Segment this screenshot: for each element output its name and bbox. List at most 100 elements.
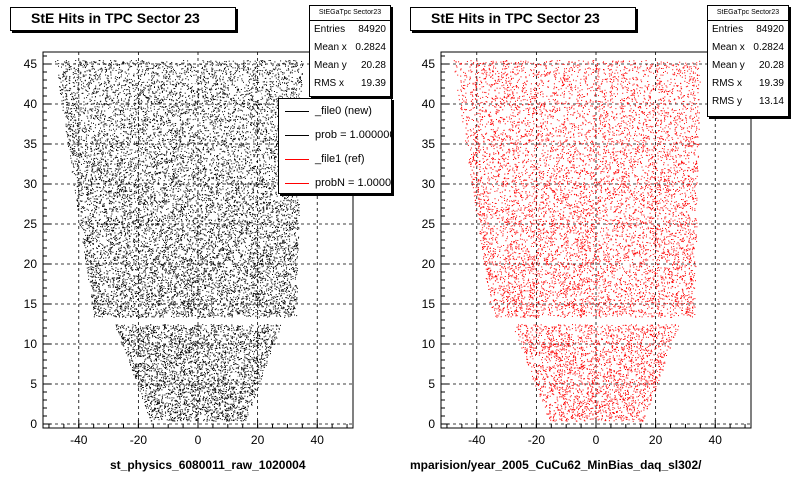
hit-point [212, 314, 214, 316]
hit-point [248, 288, 250, 290]
hit-point [275, 308, 277, 310]
hit-point [144, 331, 146, 333]
hit-point [190, 306, 192, 307]
hit-point [285, 297, 287, 299]
hit-point [158, 407, 160, 409]
hit-point [249, 293, 251, 295]
hit-point [153, 370, 155, 372]
hit-point [235, 382, 237, 384]
hit-point [199, 412, 201, 413]
hit-point [202, 407, 204, 409]
hit-point [161, 377, 162, 379]
hit-point [116, 326, 118, 328]
hit-point [148, 298, 150, 300]
hit-point [147, 293, 149, 295]
hit-point [114, 315, 116, 317]
hit-point [138, 348, 140, 350]
hit-point [233, 355, 235, 357]
hit-point [163, 347, 165, 349]
hit-point [233, 281, 235, 283]
hit-point [237, 345, 239, 347]
hit-point [184, 391, 186, 393]
hit-point [188, 388, 189, 389]
hit-point [265, 345, 266, 347]
hit-point [187, 404, 189, 406]
hit-point [282, 307, 284, 309]
hit-point [141, 347, 143, 349]
hit-point [185, 305, 187, 307]
hit-point [215, 331, 217, 333]
hit-point [169, 356, 171, 358]
hit-point [210, 348, 212, 350]
hit-point [229, 417, 231, 419]
hit-point [239, 342, 241, 344]
hit-point [242, 298, 243, 300]
hit-point [144, 354, 146, 356]
hit-point [178, 292, 180, 293]
hit-point [148, 314, 149, 315]
hit-point [249, 331, 251, 333]
hit-point [229, 305, 231, 307]
hit-point [212, 411, 214, 413]
hit-point [244, 395, 246, 397]
hit-point [187, 306, 189, 308]
hit-point [149, 337, 151, 339]
hit-point [261, 329, 263, 331]
hit-point [232, 311, 234, 312]
hit-point [124, 281, 126, 283]
hit-point [154, 392, 155, 394]
hit-point [184, 301, 186, 303]
hit-point [277, 296, 279, 297]
hit-point [161, 412, 163, 414]
hit-point [177, 414, 179, 416]
hit-point [182, 390, 184, 392]
hit-point [253, 370, 255, 372]
hit-point [257, 365, 259, 367]
hit-point [137, 283, 139, 285]
hit-point [212, 312, 214, 314]
hit-point [215, 299, 217, 301]
hit-point [174, 339, 176, 341]
hit-point [274, 333, 276, 335]
hit-point [271, 290, 273, 292]
hit-point [183, 385, 185, 387]
hit-point [189, 339, 191, 341]
hit-point [201, 344, 203, 346]
hit-point [268, 305, 270, 307]
hit-point [173, 397, 175, 399]
hit-point [150, 300, 152, 302]
hit-point [141, 301, 143, 303]
hit-point [206, 387, 208, 389]
hit-point [234, 396, 236, 398]
hit-point [254, 371, 256, 372]
hit-point [207, 402, 208, 404]
hit-point [181, 369, 183, 371]
hit-point [147, 282, 149, 284]
hit-point [201, 409, 203, 411]
hit-point [201, 387, 203, 389]
hit-point [178, 313, 180, 315]
hit-point [142, 397, 143, 399]
hit-point [165, 307, 167, 309]
hit-point [184, 404, 186, 406]
hit-point [179, 329, 181, 331]
hit-point [236, 284, 238, 286]
hit-point [130, 355, 132, 357]
hit-point [178, 315, 180, 317]
hit-point [267, 283, 269, 285]
hit-point [188, 349, 190, 351]
hit-point [182, 290, 184, 292]
hit-point [171, 378, 173, 380]
hit-point [166, 360, 168, 362]
hit-point [197, 400, 199, 402]
hit-point [253, 382, 255, 384]
hit-point [148, 353, 150, 355]
hit-point [252, 391, 253, 393]
hit-point [238, 359, 240, 361]
hit-point [253, 382, 255, 384]
hit-point [139, 346, 141, 348]
hit-point [200, 408, 201, 410]
hit-point [165, 405, 167, 407]
hit-point [107, 314, 109, 316]
hit-point [120, 307, 122, 309]
